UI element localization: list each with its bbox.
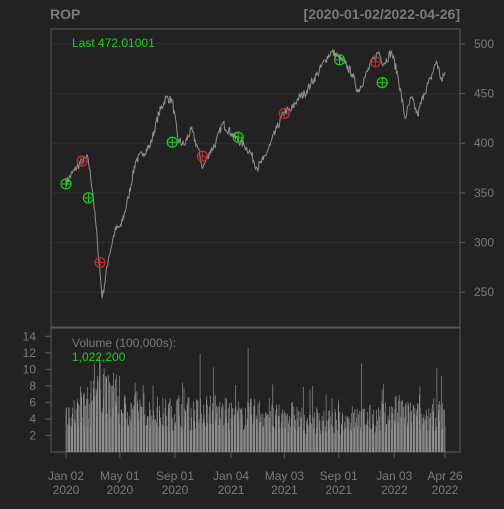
date-range: [2020-01-02/2022-04-26] bbox=[304, 6, 460, 22]
last-price-label: Last 472.01001 bbox=[72, 36, 155, 50]
x-tick-year: 2020 bbox=[162, 483, 189, 497]
x-tick-year: 2022 bbox=[432, 483, 459, 497]
x-tick-label: May 01 bbox=[100, 469, 140, 483]
signal-marker-sell bbox=[196, 150, 208, 162]
price-tick-label: 400 bbox=[474, 136, 494, 150]
signal-marker-buy bbox=[232, 131, 244, 143]
volume-tick-label: 2 bbox=[29, 428, 36, 442]
volume-tick-label: 14 bbox=[23, 329, 37, 343]
signal-markers bbox=[60, 54, 388, 269]
price-tick-label: 350 bbox=[474, 186, 494, 200]
x-tick-year: 2020 bbox=[106, 483, 133, 497]
x-tick-label: Sep 01 bbox=[320, 469, 358, 483]
price-line bbox=[65, 48, 446, 299]
price-series bbox=[65, 48, 446, 299]
volume-label: Volume (100,000s): bbox=[72, 336, 176, 350]
x-tick-label: Jan 04 bbox=[213, 469, 249, 483]
chart-title: ROP bbox=[50, 6, 80, 22]
price-tick-label: 300 bbox=[474, 236, 494, 250]
signal-marker-buy bbox=[376, 77, 388, 89]
volume-tick-label: 8 bbox=[29, 379, 36, 393]
x-tick-label: May 03 bbox=[265, 469, 305, 483]
signal-marker-buy bbox=[166, 136, 178, 148]
x-tick-label: Jan 03 bbox=[376, 469, 412, 483]
x-tick-label: Sep 01 bbox=[156, 469, 194, 483]
x-tick-year: 2021 bbox=[218, 483, 245, 497]
signal-marker-sell bbox=[369, 56, 382, 68]
price-tick-label: 250 bbox=[474, 285, 494, 299]
volume-last-value: 1,022,200 bbox=[72, 350, 126, 364]
x-tick-label: Jan 02 bbox=[48, 469, 84, 483]
price-tick-label: 450 bbox=[474, 87, 494, 101]
volume-bars bbox=[65, 347, 446, 452]
volume-tick-label: 12 bbox=[23, 346, 37, 360]
signal-marker-buy bbox=[82, 192, 95, 204]
volume-y-axis: 2 4 6 8 10 12 14 bbox=[23, 329, 51, 442]
signal-marker-buy bbox=[333, 54, 346, 66]
x-tick-year: 2022 bbox=[381, 483, 408, 497]
price-panel-frame bbox=[50, 28, 461, 328]
price-gridlines bbox=[52, 43, 459, 293]
volume-tick-label: 4 bbox=[29, 412, 36, 426]
x-tick-label: Apr 26 bbox=[427, 469, 463, 483]
price-y-axis: 250 300 350 400 450 500 bbox=[460, 37, 494, 299]
signal-marker-buy bbox=[60, 178, 72, 190]
volume-tick-label: 6 bbox=[29, 395, 36, 409]
x-tick-year: 2021 bbox=[325, 483, 352, 497]
volume-tick-label: 10 bbox=[23, 362, 37, 376]
volume-panel-frame bbox=[50, 327, 461, 453]
signal-marker-sell bbox=[76, 155, 88, 167]
x-tick-year: 2020 bbox=[53, 483, 80, 497]
signal-marker-sell bbox=[94, 256, 106, 269]
signal-marker-sell bbox=[278, 107, 291, 120]
price-tick-label: 500 bbox=[474, 37, 494, 51]
x-tick-year: 2021 bbox=[271, 483, 298, 497]
